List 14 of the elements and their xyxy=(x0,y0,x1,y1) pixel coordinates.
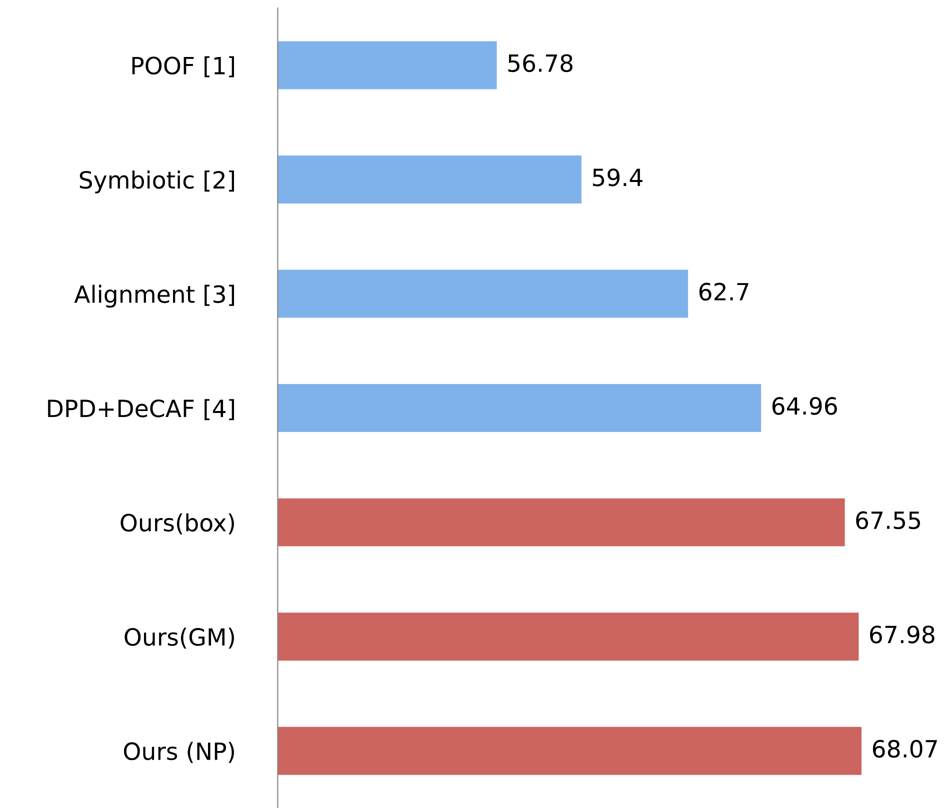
data-label: 56.78 xyxy=(508,54,572,72)
y-tick-label: Ours(box) xyxy=(120,513,234,534)
y-tick-label: POOF [1] xyxy=(132,56,234,78)
data-label: 64.96 xyxy=(772,397,837,415)
data-label: 62.7 xyxy=(699,282,748,301)
y-tick-label: Ours(GM) xyxy=(124,628,234,649)
data-label: 59.4 xyxy=(592,168,642,186)
y-tick-label: Ours (NP) xyxy=(124,742,234,763)
data-label: 68.07 xyxy=(872,740,937,758)
y-tick-label: DPD+DeCAF [4] xyxy=(48,399,234,420)
y-tick-label: Symbiotic [2] xyxy=(80,170,234,194)
data-label: 67.55 xyxy=(856,511,920,530)
data-label: 67.98 xyxy=(870,626,934,644)
y-tick-label: Alignment [3] xyxy=(74,284,234,308)
